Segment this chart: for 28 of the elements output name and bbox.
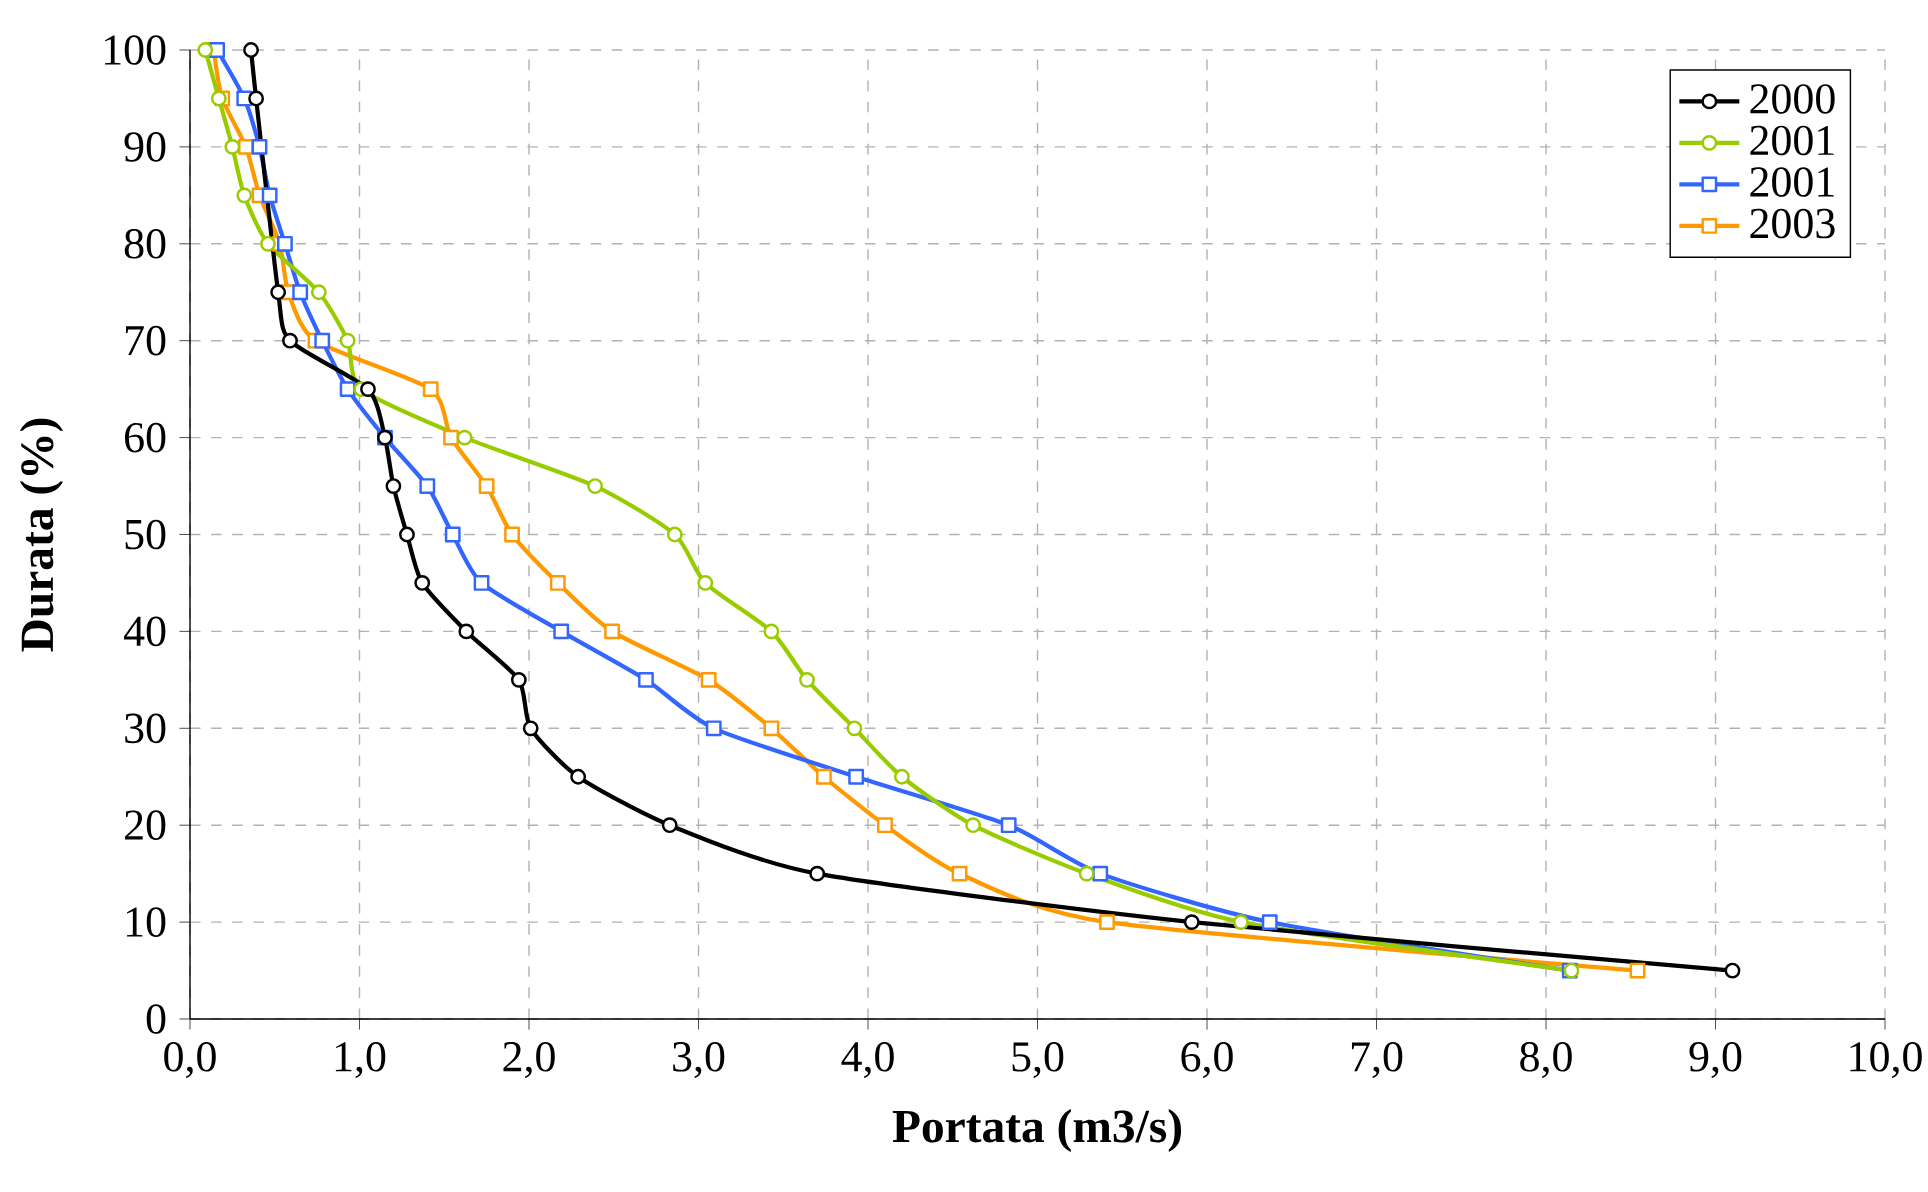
y-tick-label: 30 [125, 713, 166, 744]
y-tick-label: 0 [146, 1004, 166, 1034]
legend-label: 2001 [1750, 167, 1834, 197]
y-tick-label: 40 [123, 616, 166, 647]
y-tick-label: 90 [124, 132, 166, 162]
x-tick-label: 4,0 [841, 1041, 894, 1078]
y-tick-label: 70 [126, 325, 166, 356]
x-tick-label: 6,0 [1181, 1041, 1233, 1078]
y-tick-label: 80 [124, 228, 166, 259]
x-tick-label: 1,0 [335, 1041, 386, 1078]
x-axis-title: Portata (m3/s) [892, 1109, 1181, 1153]
y-tick-label: 20 [125, 810, 166, 841]
x-tick-label: 8,0 [1520, 1041, 1572, 1078]
x-tick-label: 7,0 [1351, 1041, 1403, 1078]
x-tick-label: 0,0 [164, 1041, 216, 1078]
y-tick-label: 100 [105, 35, 166, 65]
legend-label: 2001 [1750, 125, 1834, 156]
x-tick-label: 9,0 [1689, 1041, 1742, 1078]
y-tick-label: 60 [124, 422, 166, 453]
x-tick-label: 3,0 [673, 1041, 725, 1078]
y-tick-label: 50 [125, 519, 166, 550]
y-tick-label: 10 [126, 907, 166, 937]
x-tick-label: 5,0 [1012, 1041, 1064, 1078]
y-axis-title: Durata (%) [19, 418, 63, 652]
x-tick-label: 2,0 [503, 1041, 555, 1078]
legend-label: 2000 [1750, 84, 1835, 114]
legend-label: 2003 [1750, 208, 1835, 239]
x-tick-label: 10,0 [1850, 1041, 1922, 1078]
